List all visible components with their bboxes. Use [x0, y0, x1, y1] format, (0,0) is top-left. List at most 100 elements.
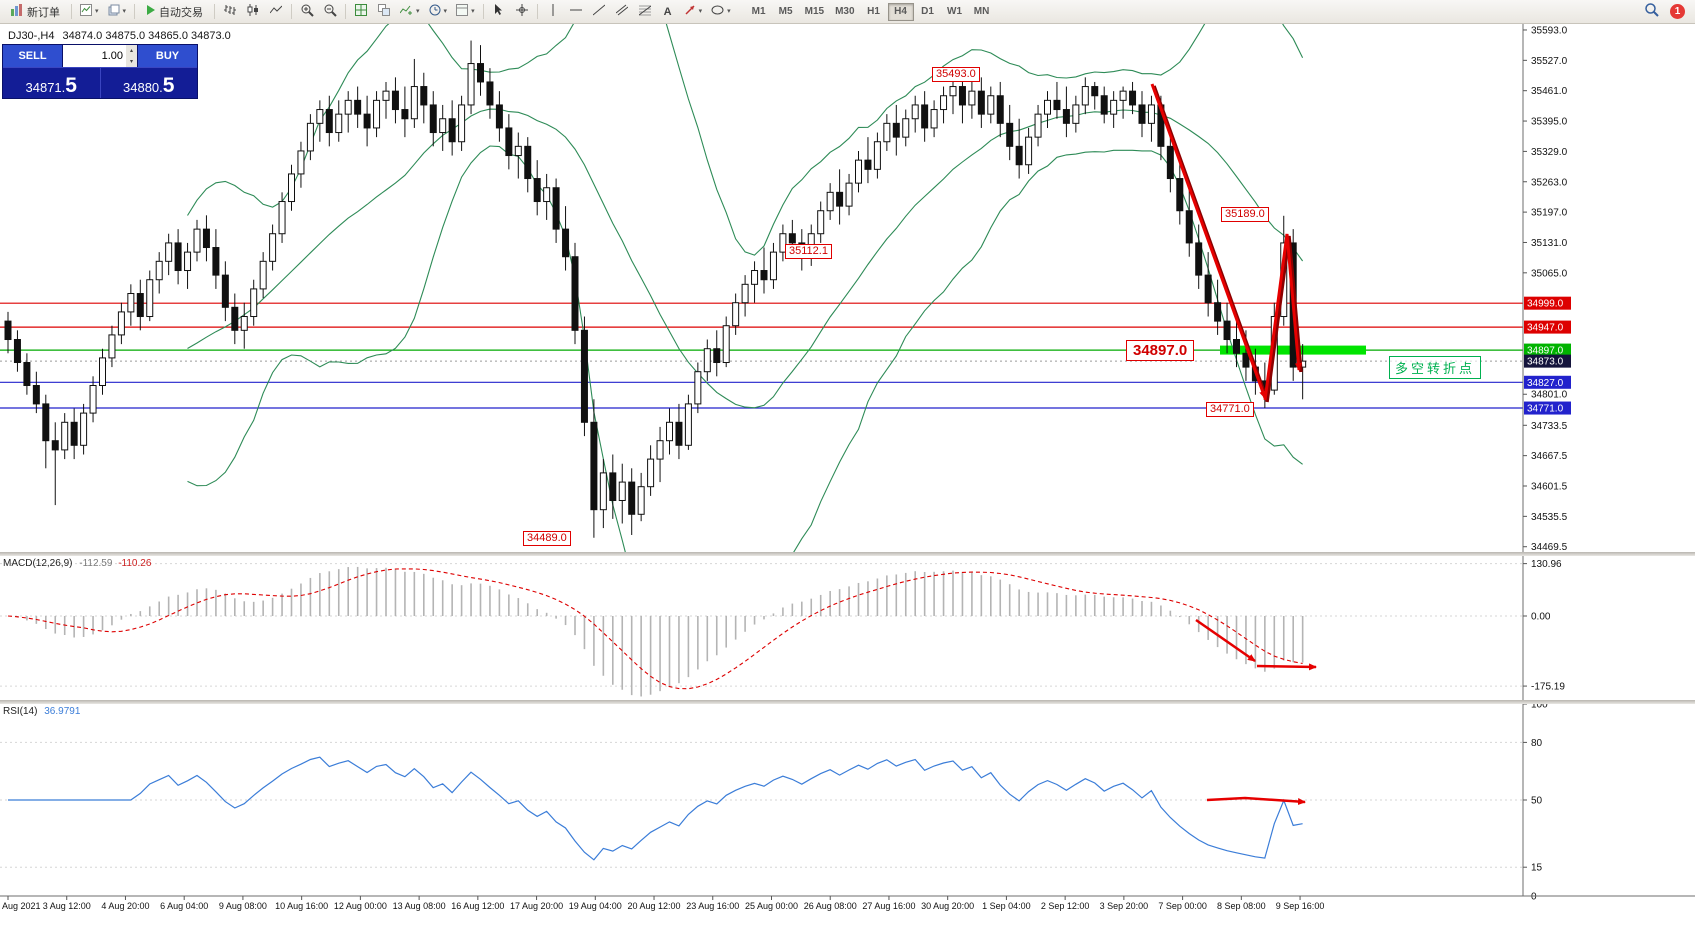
timeframe-toolbar: M1 M5 M15 M30 H1 H4 D1 W1 MN — [746, 2, 995, 21]
timeframe-H4[interactable]: H4 — [887, 2, 914, 21]
search-icon — [1645, 3, 1659, 20]
timeframe-H1[interactable]: H1 — [861, 3, 887, 21]
dropdown-caret-icon: ▾ — [443, 8, 448, 15]
toolbar-right-group: 1 — [1641, 2, 1691, 22]
annotation-arrows — [1150, 83, 1317, 806]
timeframe-M5[interactable]: M5 — [773, 3, 799, 21]
svg-text:9 Aug 08:00: 9 Aug 08:00 — [219, 901, 267, 911]
svg-text:34535.5: 34535.5 — [1531, 512, 1568, 523]
svg-text:34771.0: 34771.0 — [1527, 404, 1564, 415]
timeframe-M15[interactable]: M15 — [800, 3, 829, 21]
indicators-button[interactable]: ▾ — [396, 2, 424, 22]
volume-down-button[interactable]: ▾ — [126, 56, 137, 67]
svg-text:35395.0: 35395.0 — [1531, 117, 1568, 128]
time-axis[interactable]: Aug 2021 3 Aug 12:00 4 Aug 20:00 6 Aug 04:0… — [0, 895, 1695, 911]
timeframe-M1[interactable]: M1 — [746, 3, 772, 21]
volume-up-button[interactable]: ▴ — [126, 45, 137, 56]
zoom-in-button[interactable] — [296, 2, 318, 22]
svg-text:130.96: 130.96 — [1531, 559, 1562, 570]
svg-text:34897.0: 34897.0 — [1527, 346, 1564, 357]
toolbar-divider — [536, 4, 538, 19]
cursor-button[interactable] — [488, 2, 510, 22]
profiles-icon — [108, 4, 120, 19]
ohlc-values: 34874.0 34875.0 34865.0 34873.0 — [62, 30, 231, 42]
timeframe-W1[interactable]: W1 — [942, 3, 968, 21]
toolbar-divider — [345, 4, 347, 19]
macd-pane — [0, 563, 1523, 697]
macd-header: MACD(12,26,9) -112.59 -110.26 — [3, 558, 151, 569]
ohlc-bars-icon — [223, 4, 237, 19]
line-chart-type-button[interactable] — [265, 2, 287, 22]
rsi-label: RSI(14) — [3, 706, 38, 717]
candles-layer — [4, 40, 1307, 538]
toolbar-divider — [482, 4, 484, 19]
svg-text:7 Sep 00:00: 7 Sep 00:00 — [1158, 901, 1207, 911]
svg-text:2 Sep 12:00: 2 Sep 12:00 — [1041, 901, 1090, 911]
new-chart-button[interactable]: ▾ — [76, 2, 103, 22]
svg-text:35263.0: 35263.0 — [1531, 177, 1568, 188]
fibonacci-tool-button[interactable] — [634, 2, 656, 22]
svg-text:35593.0: 35593.0 — [1531, 25, 1568, 36]
price-marker-34999.0 — [1524, 296, 1571, 310]
vertical-line-tool-button[interactable] — [542, 2, 564, 22]
channel-tool-button[interactable] — [611, 2, 633, 22]
arrows-tool-button[interactable]: ▾ — [680, 2, 707, 22]
sell-price[interactable]: 34871. 5 — [3, 68, 101, 98]
new-chart-icon — [80, 4, 92, 19]
price-callout-35189.0: 35189.0 — [1221, 207, 1269, 222]
timeframe-M30[interactable]: M30 — [830, 3, 859, 21]
pane-separator-rsi[interactable] — [0, 700, 1695, 704]
price-callout-34771.0: 34771.0 — [1206, 402, 1254, 417]
tile-windows-button[interactable] — [350, 2, 372, 22]
line-chart-icon — [269, 4, 283, 19]
trendline-tool-button[interactable] — [588, 2, 610, 22]
notification-badge[interactable]: 1 — [1670, 4, 1685, 19]
tile-windows-icon — [355, 4, 368, 19]
toolbar-divider — [134, 4, 136, 19]
horizontal-line-tool-button[interactable] — [565, 2, 587, 22]
buy-price[interactable]: 34880. 5 — [101, 68, 198, 98]
buy-price-main: 34880. — [123, 80, 163, 95]
trendline-icon — [592, 4, 605, 19]
candle-chart-type-button[interactable] — [242, 2, 264, 22]
svg-text:3 Sep 20:00: 3 Sep 20:00 — [1100, 901, 1149, 911]
periods-button[interactable]: ▾ — [425, 2, 452, 22]
chart-ohlc-header: DJ30-,H4 34874.0 34875.0 34865.0 34873.0 — [8, 30, 236, 42]
search-button[interactable] — [1641, 2, 1663, 22]
sell-button[interactable]: SELL — [3, 45, 63, 67]
text-tool-button[interactable]: A — [657, 2, 679, 22]
svg-text:35065.0: 35065.0 — [1531, 268, 1568, 279]
crosshair-icon — [515, 4, 528, 19]
profiles-button[interactable]: ▾ — [104, 2, 131, 22]
buy-button[interactable]: BUY — [137, 45, 197, 67]
svg-text:35329.0: 35329.0 — [1531, 147, 1568, 158]
toolbar-divider — [291, 4, 293, 19]
svg-text:50: 50 — [1531, 796, 1543, 807]
bar-chart-type-button[interactable] — [219, 2, 241, 22]
svg-text:34667.5: 34667.5 — [1531, 451, 1568, 462]
svg-text:16 Aug 12:00: 16 Aug 12:00 — [451, 901, 504, 911]
crosshair-button[interactable] — [511, 2, 533, 22]
main-toolbar: 新订单 ▾ ▾ 自动交易 ▾ ▾ — [0, 0, 1695, 24]
trade-panel-buttons-row: SELL ▴ ▾ BUY — [3, 45, 197, 67]
svg-text:19 Aug 04:00: 19 Aug 04:00 — [569, 901, 622, 911]
pane-separator-macd[interactable] — [0, 552, 1695, 556]
autotrading-button[interactable]: 自动交易 — [139, 2, 210, 22]
new-order-button[interactable]: 新订单 — [4, 2, 67, 22]
arrange-windows-button[interactable] — [373, 2, 395, 22]
timeframe-D1[interactable]: D1 — [915, 3, 941, 21]
clock-icon — [429, 4, 441, 19]
rsi-pane — [0, 741, 1523, 868]
svg-text:27 Aug 16:00: 27 Aug 16:00 — [862, 901, 915, 911]
price-axis[interactable]: 35593.0 35527.0 35461.0 35395.0 35329.0 35263… — [1522, 24, 1571, 903]
volume-input[interactable] — [63, 45, 126, 67]
dropdown-caret-icon: ▾ — [471, 8, 475, 15]
zoom-out-button[interactable] — [319, 2, 341, 22]
price-callout-35493.0: 35493.0 — [932, 67, 980, 82]
svg-text:80: 80 — [1531, 738, 1543, 749]
shapes-tool-button[interactable]: ▾ — [707, 2, 735, 22]
templates-button[interactable]: ▾ — [452, 2, 479, 22]
timeframe-MN[interactable]: MN — [969, 3, 995, 21]
